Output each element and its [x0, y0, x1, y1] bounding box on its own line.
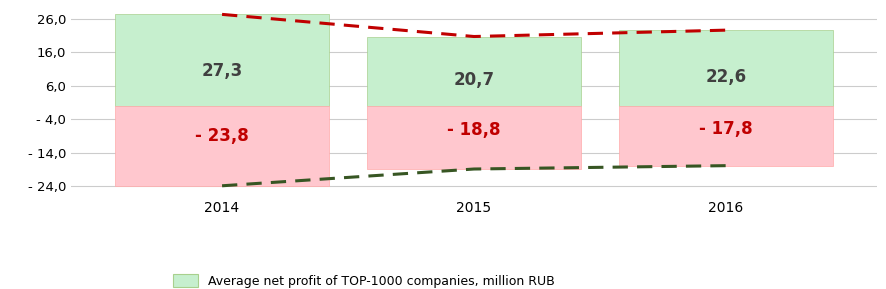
- Text: 27,3: 27,3: [201, 62, 243, 80]
- Text: - 23,8: - 23,8: [195, 127, 249, 145]
- Legend: Average net profit of TOP-1000 companies, million RUB, Average net loss of TOP-1: Average net profit of TOP-1000 companies…: [167, 269, 559, 289]
- Bar: [367, 36, 581, 106]
- Text: 20,7: 20,7: [454, 71, 494, 88]
- Bar: [367, 106, 581, 169]
- Text: 22,6: 22,6: [705, 68, 747, 86]
- Bar: [115, 106, 329, 186]
- Text: - 18,8: - 18,8: [447, 121, 501, 139]
- Bar: [619, 106, 833, 166]
- Bar: [619, 30, 833, 106]
- Bar: [115, 14, 329, 106]
- Text: - 17,8: - 17,8: [699, 120, 753, 138]
